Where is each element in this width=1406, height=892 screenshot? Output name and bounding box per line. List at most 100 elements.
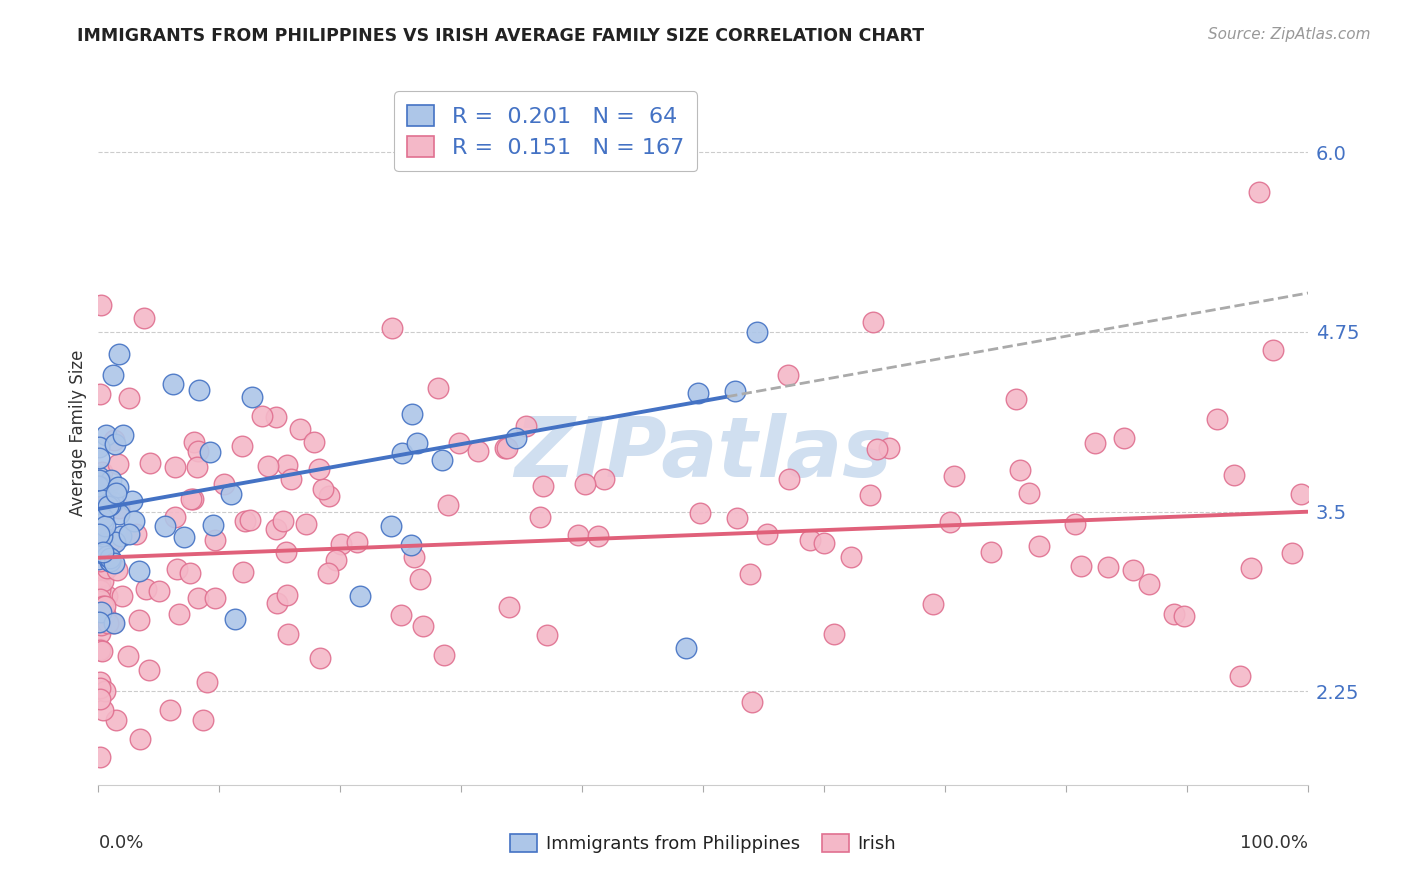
Point	[402, 550, 425, 565]
Point	[256, 459, 278, 474]
Point	[399, 538, 422, 552]
Point	[922, 597, 945, 611]
Point	[93, 607, 115, 622]
Point	[104, 436, 127, 450]
Point	[87, 473, 110, 487]
Point	[862, 315, 884, 329]
Point	[813, 536, 835, 550]
Point	[90, 519, 112, 533]
Point	[89, 518, 111, 533]
Point	[186, 459, 208, 474]
Point	[89, 553, 111, 567]
Point	[89, 469, 111, 483]
Point	[111, 428, 134, 442]
Point	[89, 476, 111, 491]
Point	[1261, 343, 1284, 357]
Point	[91, 493, 114, 508]
Point	[91, 516, 114, 531]
Point	[153, 518, 176, 533]
Point	[574, 476, 596, 491]
Text: Source: ZipAtlas.com: Source: ZipAtlas.com	[1208, 27, 1371, 42]
Point	[329, 537, 352, 551]
Point	[91, 511, 114, 525]
Point	[409, 572, 432, 586]
Point	[128, 564, 150, 578]
Point	[1097, 560, 1119, 574]
Point	[1173, 608, 1195, 623]
Point	[94, 563, 117, 577]
Point	[232, 565, 254, 579]
Point	[204, 591, 226, 605]
Point	[148, 583, 170, 598]
Point	[1122, 563, 1144, 577]
Point	[274, 545, 297, 559]
Point	[134, 310, 156, 325]
Point	[308, 651, 330, 665]
Point	[1289, 486, 1312, 500]
Point	[96, 482, 118, 496]
Point	[98, 498, 121, 512]
Point	[103, 433, 125, 447]
Point	[128, 613, 150, 627]
Point	[859, 488, 882, 502]
Point	[165, 509, 187, 524]
Point	[91, 501, 114, 516]
Point	[467, 443, 489, 458]
Point	[89, 529, 111, 543]
Point	[380, 519, 402, 533]
Point	[1028, 539, 1050, 553]
Point	[89, 475, 111, 489]
Point	[346, 534, 368, 549]
Point	[89, 507, 111, 521]
Point	[1206, 412, 1229, 426]
Point	[89, 577, 111, 591]
Point	[121, 493, 143, 508]
Point	[1137, 577, 1160, 591]
Point	[89, 581, 111, 595]
Point	[381, 320, 404, 334]
Point	[437, 498, 460, 512]
Point	[118, 526, 141, 541]
Point	[294, 517, 316, 532]
Point	[271, 514, 294, 528]
Point	[823, 626, 845, 640]
Point	[776, 368, 799, 382]
Point	[101, 368, 124, 383]
Point	[187, 444, 209, 458]
Point	[91, 545, 114, 559]
Point	[980, 545, 1002, 559]
Point	[515, 419, 537, 434]
Point	[877, 441, 900, 455]
Point	[122, 514, 145, 528]
Point	[1223, 468, 1246, 483]
Point	[231, 438, 253, 452]
Point	[675, 641, 697, 656]
Point	[90, 529, 112, 543]
Point	[162, 376, 184, 391]
Point	[96, 549, 118, 563]
Point	[87, 503, 110, 517]
Text: ZIPatlas: ZIPatlas	[515, 413, 891, 494]
Point	[447, 435, 470, 450]
Point	[101, 537, 124, 551]
Point	[1010, 462, 1032, 476]
Point	[90, 298, 112, 312]
Point	[276, 588, 298, 602]
Point	[204, 533, 226, 547]
Point	[1229, 669, 1251, 683]
Point	[741, 694, 763, 708]
Point	[316, 566, 339, 580]
Point	[264, 409, 287, 424]
Point	[1163, 607, 1185, 622]
Point	[89, 591, 111, 606]
Point	[433, 648, 456, 662]
Point	[89, 473, 111, 487]
Point	[1114, 431, 1136, 445]
Point	[179, 566, 201, 581]
Point	[167, 607, 190, 621]
Point	[166, 561, 188, 575]
Point	[89, 615, 111, 630]
Point	[98, 554, 121, 568]
Point	[87, 552, 110, 566]
Point	[183, 492, 205, 507]
